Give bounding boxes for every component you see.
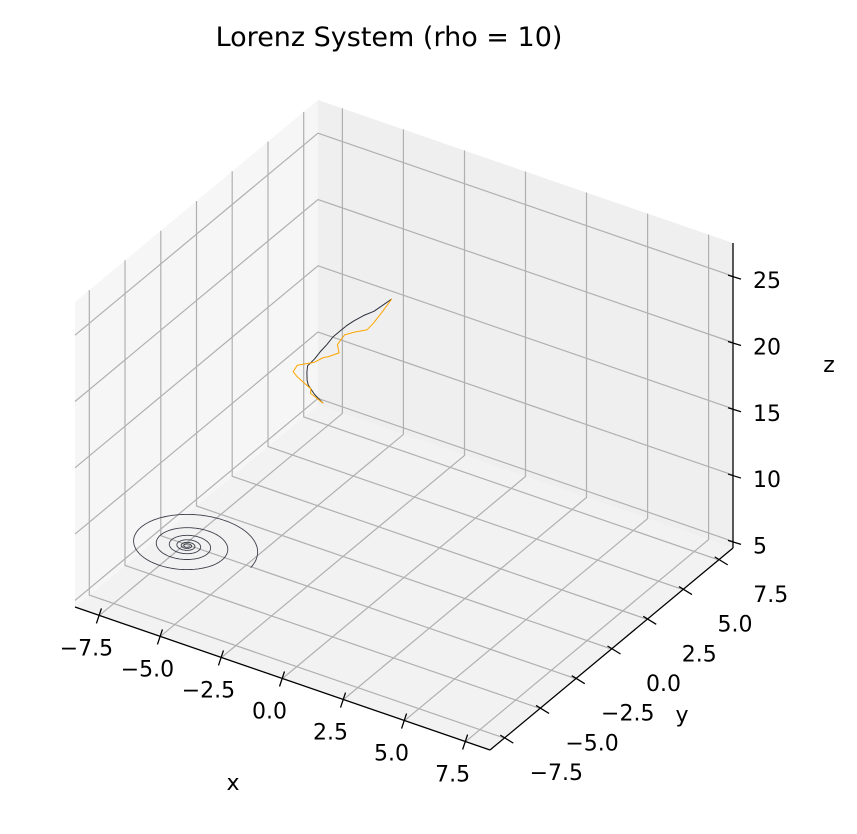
z-grid-line <box>74 198 734 402</box>
chart-title: Lorenz System (rho = 10) <box>216 22 563 53</box>
series-orange-trajectory <box>292 298 393 404</box>
x-tick <box>217 650 225 666</box>
series-dark-spiral <box>133 513 259 571</box>
x-grid-line <box>343 192 588 700</box>
x-tick <box>95 608 103 624</box>
x-tick-label: 0.0 <box>252 700 287 725</box>
x-grid-line <box>221 150 466 658</box>
z-grid-line <box>74 331 734 535</box>
x-grid-line <box>99 108 343 616</box>
x-tick <box>400 713 408 729</box>
grid-lines <box>74 108 734 743</box>
y-tick <box>642 615 657 625</box>
y-grid-line <box>195 201 612 650</box>
z-tick <box>727 407 742 413</box>
y-tick <box>499 734 514 744</box>
x-tick-label: −2.5 <box>182 678 235 703</box>
x-tick-label: 2.5 <box>313 721 348 746</box>
z-axis-label: z <box>823 353 835 378</box>
z-tick-label: 20 <box>753 335 781 360</box>
z-tick <box>727 473 742 479</box>
z-grid-line <box>74 265 734 469</box>
y-tick <box>571 675 586 685</box>
y-tick-label: 7.5 <box>753 583 788 608</box>
z-tick <box>727 340 742 347</box>
y-grid-line <box>160 230 576 680</box>
x-tick <box>278 671 286 687</box>
y-tick-label: 5.0 <box>717 613 752 638</box>
y-tick <box>678 586 693 596</box>
z-tick-label: 15 <box>753 402 781 427</box>
z-grid-line <box>74 132 734 336</box>
data-series <box>133 298 393 571</box>
x-tick-label: −5.0 <box>121 657 174 682</box>
z-tick <box>727 274 742 280</box>
y-tick-label: −5.0 <box>565 731 618 756</box>
x-tick-label: 7.5 <box>435 763 470 788</box>
x-tick <box>156 629 164 645</box>
y-grid-line <box>124 260 541 709</box>
x-tick-label: 5.0 <box>374 742 409 767</box>
y-tick-label: 0.0 <box>646 672 681 697</box>
x-grid-line <box>465 234 710 743</box>
y-grid-line <box>267 141 684 591</box>
y-tick-label: −7.5 <box>530 761 583 786</box>
x-grid-line <box>160 129 404 637</box>
z-tick-label: 25 <box>753 269 781 294</box>
z-tick-label: 5 <box>753 534 767 559</box>
y-grid-line <box>303 111 719 561</box>
y-tick <box>535 704 550 714</box>
y-axis-label: y <box>675 703 688 728</box>
y-tick <box>607 645 621 655</box>
y-grid-line <box>231 171 648 620</box>
axis-ticks: −7.5−5.0−2.50.02.55.07.5 −7.5−5.0−2.50.02… <box>60 269 789 787</box>
x-tick <box>461 734 469 750</box>
y-tick <box>714 556 729 566</box>
series-dark-trajectory <box>306 298 392 404</box>
x-tick-label: −7.5 <box>60 636 113 661</box>
x-axis-label: x <box>226 771 239 796</box>
y-tick-label: 2.5 <box>682 642 717 667</box>
y-grid-line <box>88 290 505 739</box>
z-tick-label: 10 <box>753 468 781 493</box>
x-tick <box>339 692 347 708</box>
x-grid-line <box>282 171 527 679</box>
z-tick <box>727 539 742 545</box>
y-tick-label: −2.5 <box>601 702 654 727</box>
x-grid-line <box>404 213 649 722</box>
